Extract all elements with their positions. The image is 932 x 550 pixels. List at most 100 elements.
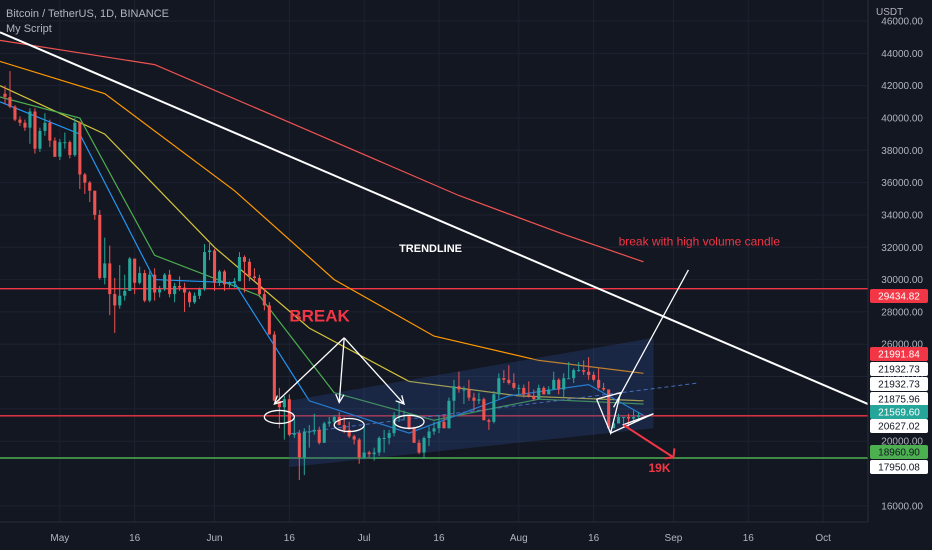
candle-down (222, 271, 226, 285)
candle-down (33, 111, 37, 149)
candle-down (407, 415, 411, 429)
arrow-break-line (273, 337, 345, 405)
trendline-line (0, 31, 869, 405)
candle-up (322, 423, 326, 443)
candle-down (487, 420, 491, 422)
candle-down (542, 387, 546, 395)
candle-up (617, 417, 621, 424)
candle-up (307, 431, 311, 433)
candle-down (257, 278, 261, 295)
candle-down (342, 425, 346, 430)
candle-up (462, 389, 466, 391)
annotation-break-volume: break with high volume candle (619, 235, 781, 249)
indicator-name[interactable]: My Script (6, 23, 52, 35)
arrow-break-head (395, 395, 406, 406)
candle-down (153, 274, 157, 293)
candle-down (527, 394, 531, 396)
candle-up (232, 281, 236, 283)
candle-up (58, 142, 62, 157)
candle-up (567, 378, 571, 380)
candle-down (93, 190, 97, 215)
candle-down (188, 292, 192, 303)
y-tick-label: 44000.00 (881, 49, 923, 60)
candle-down (113, 294, 117, 306)
candle-up (198, 289, 202, 296)
candle-down (183, 287, 187, 293)
x-tick-label: Aug (510, 533, 528, 544)
candle-down (317, 429, 321, 443)
channel-fill (289, 337, 654, 468)
candle-up (477, 399, 481, 401)
y-tick-label: 32000.00 (881, 243, 923, 254)
candle-down (352, 436, 356, 440)
arrow-break-line (338, 337, 345, 403)
candle-down (272, 334, 276, 401)
x-tick-label: Sep (665, 533, 683, 544)
candle-up (173, 286, 177, 295)
arrow-break-head (273, 395, 284, 406)
candle-down (442, 421, 446, 429)
candle-down (262, 294, 266, 306)
candle-up (497, 378, 501, 395)
candle-up (612, 423, 616, 429)
candle-down (53, 140, 57, 157)
candle-down (602, 387, 606, 390)
candle-up (372, 452, 376, 455)
candle-up (397, 415, 401, 417)
candles (3, 71, 641, 480)
price-label-text: 20627.02 (878, 422, 920, 433)
candle-up (382, 438, 386, 439)
candle-down (18, 119, 22, 123)
candle-up (577, 370, 581, 372)
candle-down (23, 122, 27, 128)
candle-up (138, 273, 142, 283)
symbol-title[interactable]: Bitcoin / TetherUS, 1D, BINANCE (6, 8, 170, 20)
candle-down (417, 442, 421, 453)
candle-down (597, 379, 601, 388)
candle-down (133, 258, 137, 283)
price-label-text: 17950.08 (878, 463, 920, 474)
retest-circle (333, 417, 365, 433)
price-label-box (870, 445, 928, 459)
candle-down (467, 389, 471, 398)
candle-up (43, 122, 47, 131)
candle-down (532, 395, 536, 400)
candle-down (252, 276, 256, 278)
x-tick-label: 16 (743, 533, 755, 544)
x-tick-label: 16 (433, 533, 445, 544)
candle-up (432, 428, 436, 432)
candle-up (128, 258, 132, 291)
candle-down (507, 379, 511, 383)
candle-down (277, 400, 281, 408)
candle-down (68, 142, 72, 156)
candle-up (38, 130, 42, 149)
price-label-box (870, 405, 928, 419)
moving-average-line (0, 39, 644, 263)
moving-averages (0, 39, 644, 434)
candle-down (178, 286, 182, 288)
price-label-box (870, 377, 928, 391)
price-label-text: 29434.82 (878, 292, 920, 303)
candle-up (427, 431, 431, 438)
candle-down (108, 263, 112, 295)
candle-up (537, 387, 541, 400)
price-label-text: 21991.84 (878, 350, 920, 361)
candle-up (422, 438, 426, 453)
time-axis[interactable]: May 16 Jun 16 Jul 16 Aug 16 Sep 16 Oct (0, 521, 868, 544)
price-label-text: 21932.73 (878, 380, 920, 391)
retest-circle (263, 409, 296, 425)
candle-up (392, 415, 396, 434)
candle-up (158, 289, 162, 293)
candle-up (217, 271, 221, 283)
x-tick-label: Oct (815, 533, 831, 544)
candle-down (512, 383, 516, 388)
arrow-volume-line (613, 269, 689, 408)
axis-currency: USDT (876, 7, 904, 18)
candle-down (472, 397, 476, 401)
price-label-text: 21875.96 (878, 395, 920, 406)
y-tick-label: 30000.00 (881, 275, 923, 286)
trendline[interactable] (0, 31, 869, 405)
candle-up (63, 142, 67, 144)
candle-up (73, 122, 77, 156)
